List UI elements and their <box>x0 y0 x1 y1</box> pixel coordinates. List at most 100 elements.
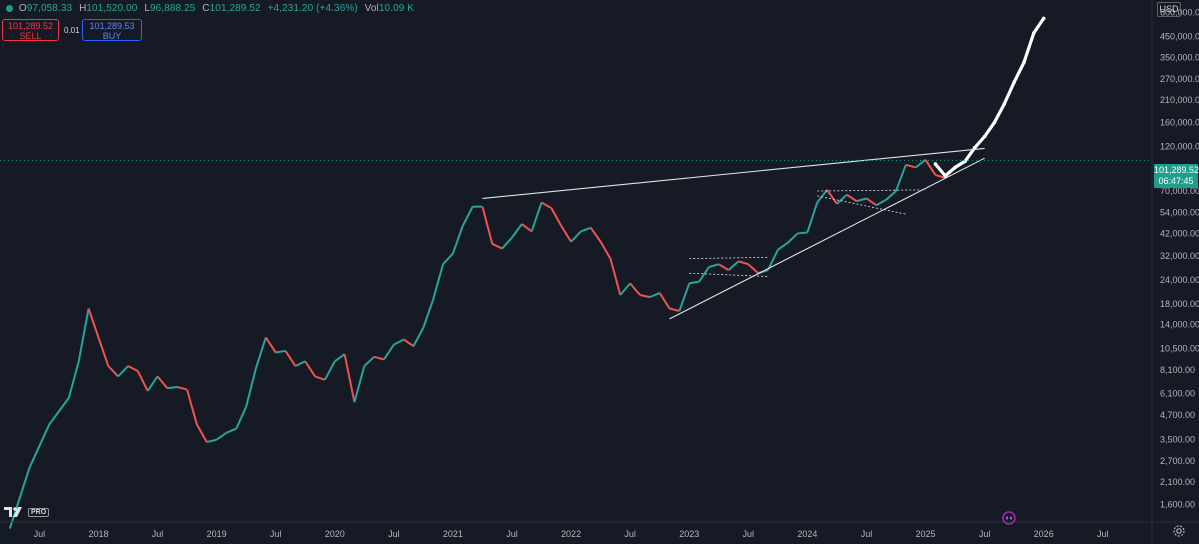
price-segment <box>363 356 375 367</box>
price-segment <box>915 159 927 169</box>
price-segment <box>87 308 100 338</box>
price-segment <box>343 354 356 403</box>
y-tick-label: 18,000.00 <box>1160 299 1199 309</box>
price-segment <box>580 226 592 233</box>
price-segment <box>432 263 445 300</box>
price-segment <box>669 307 680 312</box>
price-segment <box>649 292 661 299</box>
last-price-tag: 101,289.52 06:47:45 <box>1154 164 1199 188</box>
x-tick-label: Jul <box>270 529 282 539</box>
trendline <box>482 147 985 200</box>
price-segment <box>304 360 316 377</box>
price-segment <box>738 260 749 266</box>
x-tick-label: Jul <box>34 529 46 539</box>
channel-line <box>689 256 769 260</box>
y-tick-label: 2,700.00 <box>1160 456 1195 466</box>
price-segment <box>619 282 631 296</box>
price-segment <box>294 360 306 367</box>
status-dot-icon <box>6 4 13 12</box>
price-segment <box>186 389 198 425</box>
price-segment <box>885 190 897 201</box>
x-tick-label: Jul <box>861 529 873 539</box>
x-tick-label: 2018 <box>88 529 108 539</box>
channel-line <box>817 189 926 192</box>
x-tick-label: 2019 <box>207 529 227 539</box>
projection-point <box>992 120 997 125</box>
price-segment <box>629 282 641 296</box>
price-segment <box>196 424 208 443</box>
projection-point <box>1022 60 1026 65</box>
x-tick-label: 2022 <box>561 529 581 539</box>
price-segment <box>560 225 572 243</box>
settings-icon[interactable] <box>1172 524 1186 538</box>
price-segment <box>48 397 70 426</box>
price-segment <box>530 202 543 232</box>
channel-line <box>817 195 906 215</box>
price-segment <box>708 263 720 269</box>
x-tick-label: Jul <box>506 529 518 539</box>
price-segment <box>718 263 730 271</box>
projection-point <box>943 174 948 178</box>
price-segment <box>461 206 474 227</box>
series-layer <box>8 16 1046 529</box>
y-tick-label: 4,700.00 <box>1160 410 1195 420</box>
price-segment <box>816 189 828 204</box>
price-segment <box>373 355 385 361</box>
projection-point <box>933 162 938 166</box>
price-segment <box>589 227 602 243</box>
x-tick-label: Jul <box>979 529 991 539</box>
x-tick-label: Jul <box>743 529 755 539</box>
open-label: O <box>18 3 27 14</box>
price-segment <box>777 242 789 251</box>
y-tick-label: 2,100.00 <box>1160 477 1195 487</box>
sell-button[interactable]: 101,289.52 SELL <box>2 19 59 41</box>
x-tick-label: 2021 <box>443 529 463 539</box>
x-tick-label: 2024 <box>797 529 817 539</box>
price-segment <box>501 236 513 250</box>
price-segment <box>117 365 129 378</box>
price-segment <box>678 283 691 312</box>
price-segment <box>77 308 90 362</box>
price-segment <box>658 292 671 310</box>
price-segment <box>570 230 582 243</box>
open-value: 97,058.33 <box>26 3 73 14</box>
bar-countdown: 06:47:45 <box>1158 176 1194 186</box>
buy-button[interactable]: 101,289.53 BUY <box>82 19 142 41</box>
sell-price: 101,289.52 <box>7 21 54 31</box>
projection-point <box>953 165 957 170</box>
price-segment <box>353 365 366 403</box>
y-tick-label: 270,000.00 <box>1160 74 1199 84</box>
price-segment <box>216 432 228 441</box>
volume-label: Vol <box>364 3 379 14</box>
price-segment <box>167 386 178 390</box>
price-segment <box>856 197 867 203</box>
price-segment <box>905 163 916 169</box>
price-segment <box>511 223 523 239</box>
price-segment <box>609 258 622 296</box>
price-segment <box>67 361 80 399</box>
price-segment <box>550 207 563 227</box>
price-segment <box>767 249 779 271</box>
price-segment <box>875 198 887 207</box>
x-tick-label: Jul <box>624 529 636 539</box>
x-tick-label: Jul <box>152 529 164 539</box>
replay-icon[interactable] <box>1000 509 1018 527</box>
price-segment <box>935 173 946 179</box>
price-segment <box>107 365 119 378</box>
x-tick-label: Jul <box>388 529 400 539</box>
price-segment <box>314 375 326 381</box>
change-value: +4,231.20 (+4.36%) <box>267 3 358 14</box>
x-tick-label: 2026 <box>1034 529 1054 539</box>
tradingview-logo[interactable]: PRO <box>4 507 50 518</box>
projection-point <box>1041 16 1046 21</box>
price-segment <box>255 337 267 369</box>
price-segment <box>97 337 110 367</box>
currency-button[interactable]: USD <box>1157 2 1181 17</box>
price-segment <box>136 370 149 392</box>
y-tick-label: 10,500.00 <box>1160 343 1199 353</box>
price-segment <box>156 375 169 389</box>
low-label: L <box>144 3 151 14</box>
y-tick-label: 120,000.00 <box>1160 141 1199 151</box>
